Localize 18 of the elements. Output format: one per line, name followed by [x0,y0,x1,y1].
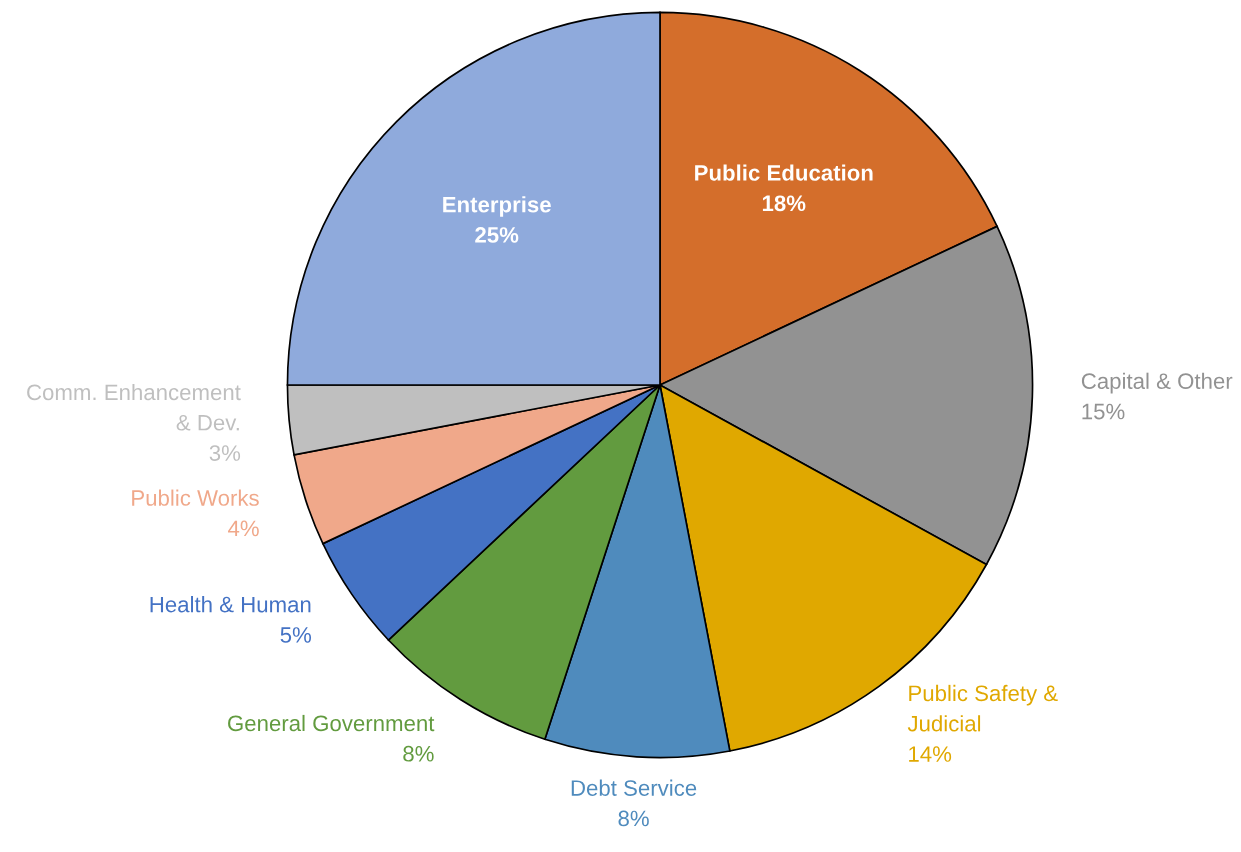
data-label: 14% [909,746,952,762]
slice-label: Enterprise [443,196,551,217]
data-label: 8% [403,745,434,762]
slice-label: Debt Service [571,779,697,796]
data-label: 15% [1082,403,1125,420]
data-label: 4% [228,520,259,537]
data-label: 3% [209,445,241,461]
slice-label: General Government [228,714,435,732]
slice-label: Public Safety & Judicial [907,684,1058,732]
slice-label: Health & Human [150,596,311,613]
slice-label: Public Education [695,164,873,181]
slice-label: Comm. Enhancement & Dev. [27,383,241,431]
data-label: 8% [618,810,649,827]
data-label: 5% [280,627,312,643]
data-label: 25% [475,227,519,243]
slice-label: Public Works [132,489,259,506]
slice-label: Capital & Other [1081,372,1233,394]
data-label: 18% [762,195,806,212]
